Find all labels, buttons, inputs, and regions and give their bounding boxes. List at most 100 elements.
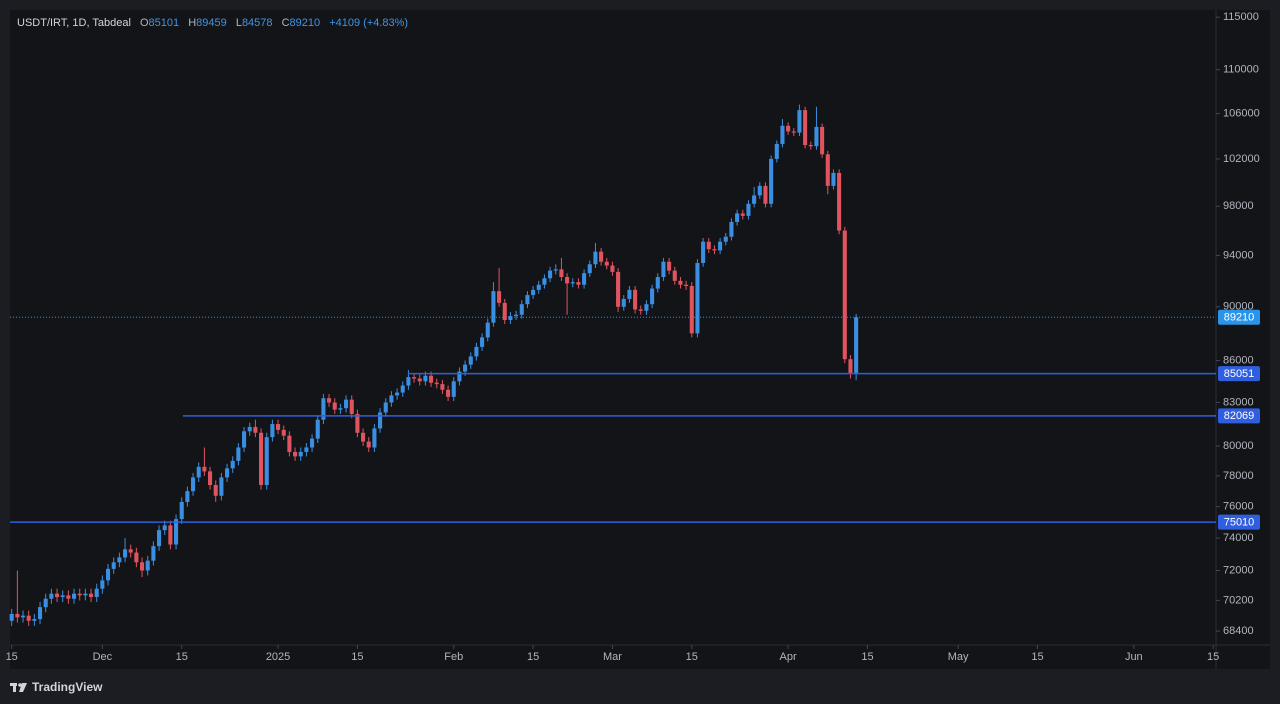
candle-body <box>366 441 371 448</box>
candle-body <box>349 399 354 414</box>
candle-body <box>310 438 315 448</box>
candle-body <box>72 593 77 599</box>
candle-body <box>355 413 360 433</box>
candle-body <box>332 402 337 410</box>
x-tick-label: Jun <box>1125 651 1143 663</box>
candle-body <box>259 432 264 486</box>
candle-body <box>667 261 672 271</box>
candle-body <box>37 607 43 620</box>
candle-body <box>808 145 813 147</box>
candle-body <box>457 371 462 382</box>
candle-body <box>9 613 14 621</box>
ohlc-value: 89210 <box>290 17 321 29</box>
candle-body <box>191 477 196 492</box>
candle-body <box>287 435 292 452</box>
candle-body <box>338 408 343 410</box>
candle-body <box>610 265 615 272</box>
candle-body <box>701 241 706 263</box>
y-tick-label: 74000 <box>1223 532 1254 544</box>
candle-body <box>151 546 156 561</box>
candle-body <box>361 432 366 442</box>
candle-body <box>814 126 819 147</box>
candle-body <box>723 236 728 242</box>
candle-body <box>655 276 660 289</box>
candle-body <box>491 291 496 323</box>
candle-body <box>837 172 842 231</box>
candle-body <box>451 381 456 397</box>
candle-body <box>270 424 275 438</box>
candle-body <box>576 282 581 285</box>
y-tick-label: 110000 <box>1223 64 1259 76</box>
candle-body <box>406 377 411 386</box>
last-price-label: 89210 <box>1224 312 1255 324</box>
y-tick-label: 70200 <box>1223 594 1254 606</box>
candle-body <box>735 213 740 222</box>
x-tick-label: May <box>948 651 969 663</box>
candle-body <box>253 426 258 433</box>
candle-body <box>344 399 349 409</box>
y-tick-label: 72000 <box>1223 564 1254 576</box>
x-tick-label: 15 <box>861 651 873 663</box>
x-tick-label: 15 <box>1031 651 1043 663</box>
candle-body <box>66 595 71 599</box>
candle-body <box>763 185 768 204</box>
candle-body <box>315 419 320 439</box>
candle-body <box>718 241 723 251</box>
candle-body <box>542 278 547 285</box>
candle-body <box>514 314 519 317</box>
x-tick-label: 15 <box>351 651 363 663</box>
candle-body <box>196 466 201 478</box>
candle-body <box>395 392 400 396</box>
candle-body <box>304 447 309 452</box>
candle-body <box>157 530 162 547</box>
candle-body <box>803 110 808 146</box>
candle-body <box>684 284 689 286</box>
x-tick-label: 15 <box>176 651 188 663</box>
candle-body <box>423 375 428 382</box>
y-tick-label: 106000 <box>1223 107 1260 119</box>
candle-body <box>134 552 139 563</box>
candle-body <box>276 424 281 430</box>
candle-body <box>740 213 745 216</box>
candle-body <box>468 356 473 365</box>
candle-body <box>247 426 252 432</box>
candle-body <box>729 221 734 237</box>
candle-body <box>786 125 791 132</box>
candle-body <box>531 289 536 296</box>
y-tick-label: 76000 <box>1223 501 1254 513</box>
candle-body <box>327 398 332 403</box>
candle-body <box>480 337 485 347</box>
time-axis <box>10 645 1270 669</box>
candle-body <box>208 471 213 486</box>
candle-body <box>474 346 479 357</box>
y-tick-label: 83000 <box>1223 396 1254 408</box>
candle-body <box>77 593 82 596</box>
candle-body <box>644 304 649 311</box>
candle-body <box>757 185 762 196</box>
y-tick-label: 68400 <box>1223 625 1254 637</box>
candle-body <box>604 261 609 266</box>
x-tick-label: 15 <box>1207 651 1219 663</box>
level-label-bg <box>1218 366 1260 382</box>
candle-body <box>446 389 451 397</box>
candle-body <box>593 251 598 265</box>
candle-body <box>553 269 558 271</box>
candle-body <box>582 273 587 285</box>
candle-body <box>179 501 184 520</box>
y-tick-label: 115000 <box>1223 11 1259 23</box>
candle-body <box>774 143 779 159</box>
candle-body <box>638 309 643 311</box>
logo-part <box>19 683 27 692</box>
legend: USDT/IRT, 1D, Tabdeal O85101 H89459 L845… <box>17 17 408 29</box>
candle-body <box>264 437 269 486</box>
candle-body <box>706 241 711 250</box>
candle-body <box>536 284 541 290</box>
candle-body <box>372 428 377 448</box>
candle-body <box>633 289 638 310</box>
candle-body <box>15 613 20 618</box>
candle-body <box>400 385 405 393</box>
candle-body <box>752 195 757 204</box>
level-label: 75010 <box>1224 517 1255 529</box>
ohlc-value: 85101 <box>149 17 180 29</box>
